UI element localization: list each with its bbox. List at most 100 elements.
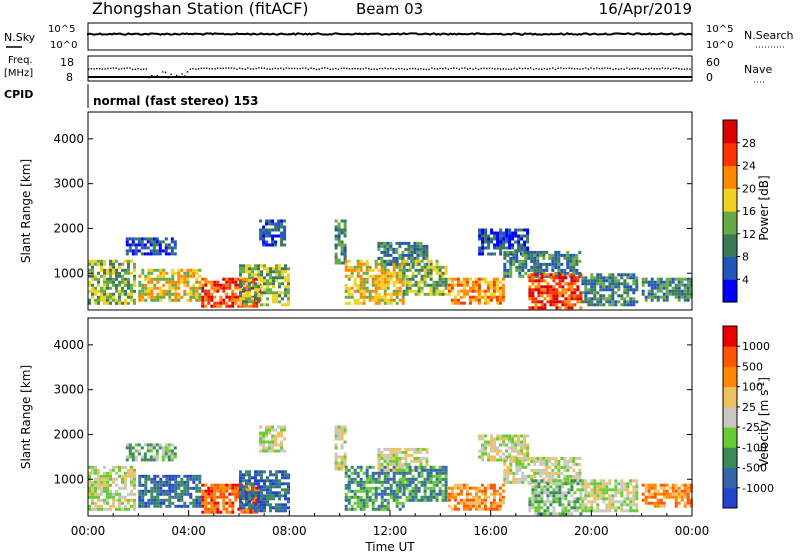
heatmap-cell bbox=[548, 459, 552, 463]
heatmap-cell bbox=[152, 237, 156, 241]
heatmap-cell bbox=[265, 222, 269, 226]
heatmap-cell bbox=[284, 497, 287, 501]
heatmap-cell bbox=[444, 292, 448, 296]
heatmap-cell bbox=[189, 286, 193, 290]
heatmap-cell bbox=[471, 504, 475, 508]
heatmap-cell bbox=[563, 253, 567, 257]
heatmap-cell bbox=[239, 491, 242, 495]
heatmap-cell bbox=[674, 283, 678, 287]
heatmap-cell bbox=[540, 494, 544, 498]
heatmap-cell bbox=[340, 467, 344, 471]
heatmap-cell bbox=[274, 443, 278, 447]
heatmap-cell bbox=[659, 295, 663, 299]
heatmap-cell bbox=[404, 241, 408, 245]
heatmap-cell bbox=[492, 277, 496, 281]
heatmap-cell bbox=[269, 267, 272, 271]
nave-point bbox=[241, 68, 244, 70]
heatmap-cell bbox=[683, 295, 687, 299]
heatmap-cell bbox=[174, 489, 178, 493]
heatmap-cell bbox=[127, 259, 130, 263]
heatmap-cell bbox=[417, 280, 421, 284]
heatmap-cell bbox=[344, 268, 348, 272]
heatmap-cell bbox=[287, 291, 290, 295]
heatmap-cell bbox=[173, 446, 177, 450]
heatmap-cell bbox=[478, 228, 482, 232]
heatmap-cell bbox=[683, 483, 687, 487]
heatmap-cell bbox=[665, 298, 669, 302]
heatmap-cell bbox=[281, 506, 284, 510]
heatmap-cell bbox=[662, 286, 666, 290]
heatmap-cell bbox=[164, 443, 168, 447]
heatmap-cell bbox=[371, 280, 375, 284]
heatmap-cell bbox=[213, 495, 217, 499]
heatmap-cell bbox=[493, 437, 497, 441]
heatmap-cell bbox=[106, 507, 109, 511]
heatmap-cell bbox=[156, 280, 160, 284]
heatmap-cell bbox=[133, 268, 136, 272]
heatmap-cell bbox=[509, 265, 513, 269]
heatmap-cell bbox=[392, 298, 396, 302]
heatmap-cell bbox=[133, 262, 136, 266]
heatmap-cell bbox=[386, 462, 390, 466]
heatmap-cell bbox=[260, 276, 263, 280]
heatmap-cell bbox=[602, 500, 606, 504]
heatmap-cell bbox=[269, 270, 272, 274]
nave-point bbox=[461, 67, 463, 69]
nave-point bbox=[530, 67, 532, 69]
heatmap-cell bbox=[462, 498, 466, 502]
heatmap-cell bbox=[149, 446, 153, 450]
heatmap-cell bbox=[542, 468, 546, 472]
heatmap-cell bbox=[284, 270, 287, 274]
heatmap-cell bbox=[546, 500, 550, 504]
heatmap-cell bbox=[281, 476, 284, 480]
nave-point bbox=[491, 67, 493, 70]
nave-point bbox=[167, 77, 169, 79]
heatmap-cell bbox=[343, 231, 347, 235]
heatmap-cell bbox=[186, 477, 190, 481]
heatmap-cell bbox=[260, 503, 263, 507]
heatmap-cell bbox=[195, 295, 199, 299]
heatmap-cell bbox=[138, 498, 142, 502]
heatmap-cell bbox=[576, 488, 580, 492]
heatmap-cell bbox=[343, 234, 347, 238]
heatmap-cell bbox=[159, 498, 163, 502]
heatmap-cell bbox=[578, 471, 582, 475]
heatmap-cell bbox=[340, 243, 344, 247]
heatmap-cell bbox=[539, 262, 543, 266]
heatmap-cell bbox=[650, 283, 654, 287]
heatmap-cell bbox=[402, 474, 406, 478]
heatmap-cell bbox=[647, 489, 651, 493]
heatmap-cell bbox=[569, 459, 573, 463]
heatmap-cell bbox=[392, 492, 396, 496]
heatmap-cell bbox=[561, 273, 565, 277]
heatmap-cell bbox=[558, 291, 562, 295]
heatmap-cell bbox=[498, 289, 502, 293]
heatmap-cell bbox=[337, 225, 341, 229]
heatmap-cell bbox=[509, 262, 513, 266]
heatmap-cell bbox=[278, 300, 281, 304]
heatmap-cell bbox=[180, 477, 184, 481]
heatmap-cell bbox=[573, 497, 577, 501]
heatmap-cell bbox=[450, 289, 454, 293]
heatmap-cell bbox=[398, 447, 402, 451]
heatmap-cell bbox=[548, 253, 552, 257]
heatmap-cell bbox=[584, 503, 588, 507]
heatmap-cell bbox=[201, 495, 205, 499]
heatmap-cell bbox=[462, 292, 466, 296]
heatmap-cell bbox=[623, 300, 627, 304]
heatmap-cell bbox=[278, 282, 281, 286]
nave-point bbox=[466, 68, 469, 70]
heatmap-cell bbox=[165, 489, 169, 493]
heatmap-cell bbox=[567, 273, 571, 277]
heatmap-cell bbox=[432, 286, 436, 290]
heatmap-cell bbox=[398, 244, 402, 248]
heatmap-cell bbox=[480, 501, 484, 505]
heatmap-cell bbox=[429, 492, 433, 496]
heatmap-cell bbox=[383, 459, 387, 463]
heatmap-cell bbox=[138, 492, 142, 496]
heatmap-cell bbox=[149, 455, 153, 459]
heatmap-cell bbox=[420, 471, 424, 475]
heatmap-cell bbox=[245, 470, 248, 474]
heatmap-cell bbox=[617, 506, 621, 510]
heatmap-cell bbox=[456, 501, 460, 505]
